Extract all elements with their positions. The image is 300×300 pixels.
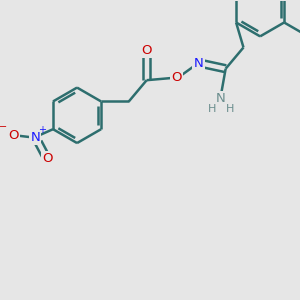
Text: N: N (216, 92, 226, 105)
Text: O: O (42, 152, 52, 165)
Text: H: H (208, 104, 216, 114)
Text: O: O (171, 71, 181, 84)
Text: +: + (38, 125, 46, 135)
Text: H: H (225, 104, 234, 114)
Text: N: N (30, 130, 40, 144)
Text: O: O (141, 44, 152, 57)
Text: N: N (194, 57, 203, 70)
Text: −: − (0, 122, 8, 132)
Text: O: O (8, 129, 19, 142)
